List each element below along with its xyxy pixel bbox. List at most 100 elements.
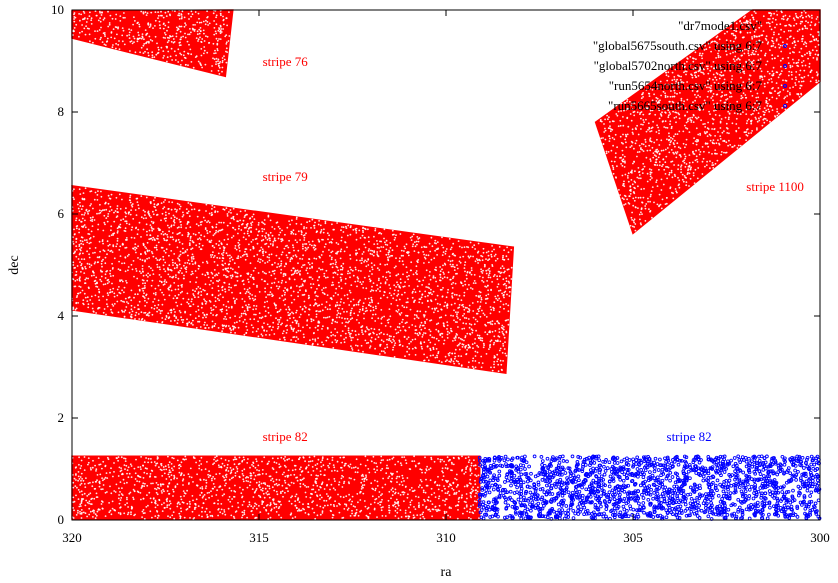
scatter-gap [219, 229, 222, 232]
scatter-gap [187, 298, 190, 301]
scatter-gap [236, 272, 239, 275]
scatter-gap [729, 144, 732, 146]
scatter-gap [399, 257, 401, 260]
scatter-gap [311, 240, 314, 243]
scatter-gap [636, 124, 638, 127]
scatter-gap [142, 289, 145, 292]
scatter-gap [444, 250, 447, 253]
scatter-gap [157, 227, 160, 230]
scatter-gap [213, 20, 216, 22]
scatter-gap [244, 312, 247, 315]
scatter-gap [638, 174, 641, 176]
scatter-gap [470, 287, 472, 289]
scatter-gap [647, 129, 649, 131]
scatter-gap [350, 309, 353, 312]
scatter-gap [413, 241, 416, 244]
scatter-gap [192, 66, 195, 69]
scatter-gap [73, 12, 76, 14]
scatter-gap [496, 320, 498, 323]
scatter-gap [167, 10, 170, 13]
scatter-gap [634, 142, 637, 145]
scatter-gap [177, 293, 180, 296]
scatter-gap [384, 325, 387, 327]
scatter-gap [379, 286, 382, 289]
scatter-gap [148, 212, 150, 215]
scatter-gap [478, 275, 481, 278]
scatter-gap [184, 22, 187, 25]
scatter-gap [425, 286, 428, 288]
scatter-gap [252, 326, 255, 329]
scatter-gap [374, 229, 377, 232]
scatter-gap [167, 273, 170, 276]
scatter-gap [660, 207, 663, 210]
scatter-gap [75, 227, 78, 230]
scatter-gap [277, 237, 280, 240]
scatter-gap [446, 307, 449, 309]
scatter-gap [163, 268, 165, 270]
scatter-gap [802, 80, 805, 83]
scatter-gap [441, 336, 444, 338]
scatter-gap [171, 276, 174, 279]
scatter-gap [231, 268, 234, 271]
scatter-gap [436, 354, 438, 357]
scatter-gap [169, 13, 171, 16]
scatter-gap [455, 360, 458, 362]
scatter-gap [246, 230, 249, 233]
scatter-gap [290, 256, 293, 259]
scatter-gap [507, 251, 510, 254]
scatter-gap [110, 193, 113, 196]
scatter-gap [218, 65, 220, 67]
scatter-gap [636, 151, 639, 154]
scatter-gap [452, 263, 454, 266]
scatter-gap [258, 316, 261, 319]
scatter-gap [340, 239, 343, 242]
scatter-gap [299, 329, 302, 332]
scatter-gap [761, 124, 764, 127]
scatter-gap [192, 324, 194, 326]
scatter-gap [288, 251, 290, 254]
scatter-region-fill-2 [71, 185, 515, 374]
scatter-gap [641, 149, 644, 151]
scatter-gap [782, 41, 784, 44]
scatter-gap [449, 260, 452, 263]
scatter-gap [169, 55, 172, 58]
scatter-gap [786, 38, 789, 40]
scatter-gap [698, 54, 701, 57]
scatter-gap [195, 276, 198, 279]
scatter-gap [102, 258, 104, 261]
scatter-gap [147, 276, 149, 278]
scatter-gap [273, 237, 276, 240]
scatter-gap [160, 202, 163, 205]
scatter-gap [355, 229, 357, 232]
scatter-gap [179, 30, 182, 33]
scatter-gap [172, 38, 175, 40]
scatter-gap [683, 175, 686, 177]
scatter-gap [481, 309, 483, 312]
scatter-gap [216, 49, 219, 52]
scatter-gap [212, 42, 215, 45]
scatter-gap [153, 307, 156, 310]
scatter-gap [216, 280, 218, 282]
scatter-gap [156, 204, 158, 207]
scatter-gap [500, 368, 503, 371]
scatter-gap [213, 304, 216, 307]
scatter-gap [812, 57, 815, 59]
scatter-gap [95, 312, 97, 314]
scatter-gap [632, 219, 635, 222]
scatter-gap [691, 76, 694, 79]
scatter-gap [747, 85, 749, 87]
scatter-gap [257, 335, 260, 338]
scatter-gap [706, 135, 709, 138]
scatter-gap [371, 301, 373, 304]
scatter-gap [315, 316, 318, 318]
scatter-gap [283, 336, 286, 339]
scatter-gap [159, 289, 162, 291]
scatter-gap [340, 287, 343, 290]
scatter-gap [295, 216, 298, 219]
scatter-gap [202, 20, 205, 23]
scatter-gap [419, 298, 422, 301]
scatter-gap [141, 265, 144, 267]
scatter-gap [355, 238, 358, 241]
scatter-gap [304, 249, 307, 252]
scatter-gap [91, 307, 94, 310]
